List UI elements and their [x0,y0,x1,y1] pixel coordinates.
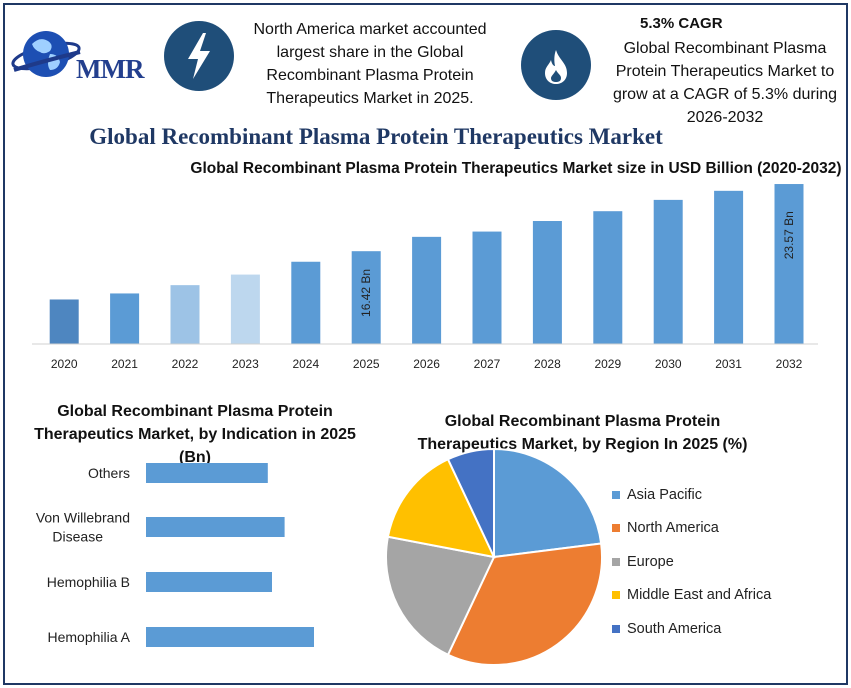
x-tick-2029: 2029 [594,357,621,371]
bar-2030 [653,199,683,344]
bar-2031 [714,190,744,344]
data-label-2032: 23.57 Bn [782,211,796,259]
legend-swatch [612,624,620,633]
pie-legend: Asia Pacific North America Europe Middle Ea… [612,478,771,646]
hbar-hemophilia-b [146,572,272,592]
legend-swatch [612,557,620,566]
cagr-title: 5.3% CAGR [640,15,723,32]
hbar-others [146,463,268,483]
indication-chart-title: Global Recombinant Plasma Protein Therap… [34,403,356,466]
pie-slice-asia-pacific [493,447,603,559]
hbar-label-others: Others [88,465,130,481]
legend-item-north-america: North America [612,512,771,546]
pie-slice-europe [385,535,496,657]
mmr-logo [11,31,81,77]
legend-item-middle-east-and-africa: Middle East and Africa [612,579,771,613]
x-tick-2020: 2020 [51,357,78,371]
data-label-2025: 16.42 Bn [359,269,373,317]
x-tick-2028: 2028 [534,357,561,371]
north-america-info: North America market accounted largest s… [253,21,487,107]
x-tick-2024: 2024 [292,357,319,371]
bar-2025 [351,251,381,344]
pie-slice-south-america [446,447,495,558]
legend-item-asia-pacific: Asia Pacific [612,478,771,512]
pie-slice-middle-east-and-africa [386,457,496,559]
legend-item-south-america: South America [612,612,771,646]
legend-label: South America [627,620,722,637]
indication-bar-chart: Others Von Willebrand Disease Hemophilia B H… [36,463,314,647]
bar-2023 [230,274,260,344]
hbar-von-willebrand-disease [146,517,285,537]
bar-2027 [472,231,502,344]
hbar-label-hemophilia-b: Hemophilia B [47,574,130,590]
bar-2028 [532,221,562,344]
logo-text: MMR [76,54,144,84]
x-tick-2026: 2026 [413,357,440,371]
infographic-frame [3,3,848,685]
market-size-bar-chart: 16.42 Bn 23.57 Bn 2020 2021 2022 2023 2024 202… [32,184,818,371]
main-title: Global Recombinant Plasma Protein Therap… [89,124,663,149]
x-tick-2030: 2030 [655,357,682,371]
bar-chart-title: Global Recombinant Plasma Protein Therap… [190,160,842,177]
bar-2022 [170,285,200,344]
bar-2024 [291,261,321,344]
x-tick-2021: 2021 [111,357,138,371]
legend-label: North America [627,520,719,537]
bar-2026 [412,236,442,344]
x-tick-2031: 2031 [715,357,742,371]
legend-swatch [612,490,620,499]
x-tick-2023: 2023 [232,357,259,371]
bar-2032 [774,184,804,344]
legend-swatch [612,524,620,533]
flame-icon [521,30,591,100]
x-tick-2025: 2025 [353,357,380,371]
x-tick-2022: 2022 [172,357,199,371]
legend-label: Europe [627,553,674,570]
bar-2020 [49,299,79,344]
hbar-label-hemophilia-a: Hemophilia A [48,629,131,645]
bar-2021 [110,293,140,344]
bar-2029 [593,211,623,344]
legend-item-europe: Europe [612,545,771,579]
x-tick-2032: 2032 [776,357,803,371]
legend-label: Middle East and Africa [627,587,772,604]
lightning-bolt-icon [164,21,234,91]
legend-swatch [612,591,620,600]
hbar-hemophilia-a [146,627,314,647]
x-tick-2027: 2027 [474,357,501,371]
hbar-label-von-willebrand-disease: Von Willebrand Disease [36,510,130,545]
cagr-info: Global Recombinant Plasma Protein Therap… [612,40,838,126]
legend-label: Asia Pacific [627,486,702,503]
